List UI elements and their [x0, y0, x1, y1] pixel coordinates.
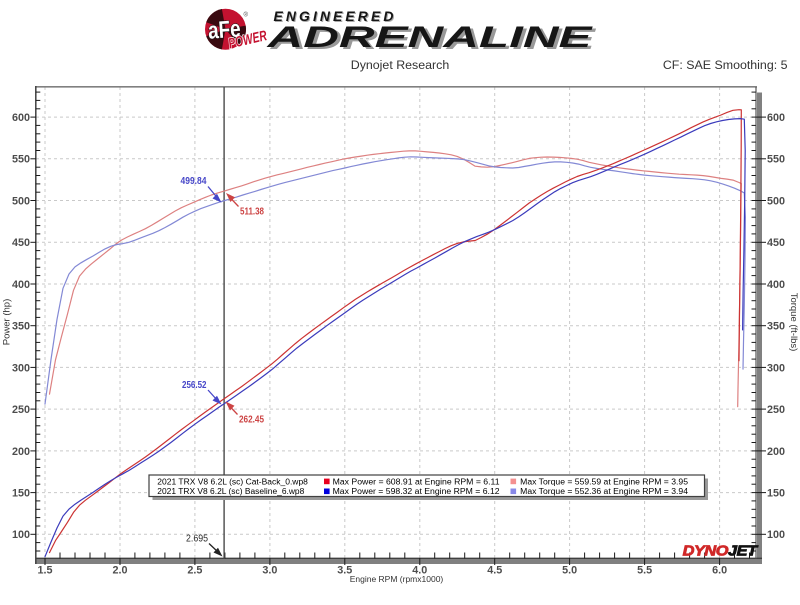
svg-text:Engine RPM (rpmx1000): Engine RPM (rpmx1000): [350, 574, 444, 584]
svg-text:150: 150: [12, 488, 30, 500]
svg-text:350: 350: [767, 321, 785, 333]
svg-text:3.5: 3.5: [337, 564, 352, 576]
svg-text:262.45: 262.45: [239, 414, 264, 425]
svg-text:300: 300: [767, 362, 785, 374]
svg-text:4.5: 4.5: [487, 564, 502, 576]
svg-text:aFe: aFe: [207, 15, 241, 44]
svg-text:JET: JET: [728, 543, 759, 559]
svg-text:256.52: 256.52: [182, 380, 207, 391]
svg-text:200: 200: [12, 446, 30, 458]
svg-text:511.38: 511.38: [240, 206, 264, 217]
svg-text:6.0: 6.0: [712, 564, 727, 576]
svg-text:450: 450: [12, 237, 30, 249]
svg-text:600: 600: [767, 112, 785, 124]
svg-text:150: 150: [767, 488, 785, 500]
svg-text:Torque (ft-lbs): Torque (ft-lbs): [788, 293, 799, 352]
svg-text:450: 450: [767, 237, 785, 249]
svg-text:550: 550: [12, 154, 30, 166]
svg-text:2.0: 2.0: [112, 564, 127, 576]
svg-text:350: 350: [12, 321, 30, 333]
svg-text:200: 200: [767, 446, 785, 458]
svg-text:5.5: 5.5: [637, 564, 652, 576]
svg-text:2.5: 2.5: [187, 564, 202, 576]
svg-text:250: 250: [767, 404, 785, 416]
svg-text:400: 400: [767, 279, 785, 291]
svg-text:2021 TRX V8 6.2L (sc) Baseline: 2021 TRX V8 6.2L (sc) Baseline_6.wp8: [157, 487, 304, 496]
svg-text:2.695: 2.695: [186, 532, 208, 544]
svg-text:CF: SAE Smoothing: 5: CF: SAE Smoothing: 5: [663, 58, 788, 72]
svg-text:100: 100: [12, 529, 30, 541]
svg-text:1.5: 1.5: [37, 564, 52, 576]
svg-text:Max Torque = 552.36 at Engine: Max Torque = 552.36 at Engine RPM = 3.94: [520, 487, 689, 496]
svg-text:Max Torque = 559.59 at Engine: Max Torque = 559.59 at Engine RPM = 3.95: [520, 477, 689, 486]
svg-text:400: 400: [12, 279, 30, 291]
svg-text:499.84: 499.84: [181, 176, 207, 187]
svg-text:®: ®: [244, 12, 249, 19]
svg-text:2021 TRX V8 6.2L (sc) Cat-Back: 2021 TRX V8 6.2L (sc) Cat-Back_0.wp8: [157, 477, 308, 486]
svg-text:ENGINEERED: ENGINEERED: [274, 9, 397, 24]
svg-text:100: 100: [767, 529, 785, 541]
svg-text:5.0: 5.0: [562, 564, 577, 576]
svg-text:ADRENALINE: ADRENALINE: [266, 21, 593, 54]
svg-text:4.0: 4.0: [412, 564, 427, 576]
svg-text:500: 500: [767, 195, 785, 207]
svg-text:300: 300: [12, 362, 30, 374]
svg-text:Max Power = 598.32 at Engine R: Max Power = 598.32 at Engine RPM = 6.12: [333, 487, 500, 496]
svg-text:3.0: 3.0: [262, 564, 277, 576]
svg-text:Max Power = 608.91 at Engine R: Max Power = 608.91 at Engine RPM = 6.11: [333, 477, 500, 486]
svg-text:250: 250: [12, 404, 30, 416]
svg-text:550: 550: [767, 154, 785, 166]
svg-text:600: 600: [12, 112, 30, 124]
svg-text:Power (hp): Power (hp): [2, 299, 13, 345]
svg-text:DYNO: DYNO: [683, 543, 729, 559]
svg-text:Dynojet Research: Dynojet Research: [351, 58, 450, 72]
svg-text:500: 500: [12, 195, 30, 207]
